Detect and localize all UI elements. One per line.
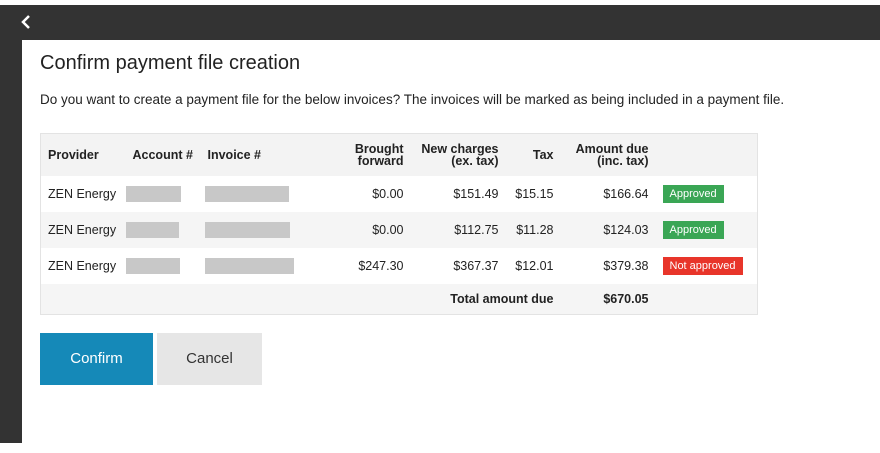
account-cell [125,248,201,284]
total-value: $670.05 [560,284,656,315]
brought-forward-cell: $0.00 [372,187,404,201]
status-cell: Approved [656,176,758,212]
total-row: Total amount due $670.05 [40,284,758,315]
provider-cell: ZEN Energy [48,187,117,201]
amount-due-cell: $379.38 [603,259,649,273]
column-header: Brought forward [300,133,411,176]
invoice-cell [201,248,301,284]
status-badge: Approved [662,221,724,239]
tax-cell: $15.15 [515,187,554,201]
brought-forward-cell: $0.00 [300,212,411,248]
total-label: Total amount due [450,284,561,315]
invoice-row: ZEN Energy $0.00 $151.49 $15.15 $166.64 Appro… [41,176,758,212]
column-header: Provider [40,133,126,176]
brought-forward-cell: $247.30 [358,259,404,273]
redacted-account [125,258,180,274]
column-header: Tax [505,133,561,176]
dialog-title: Confirm payment file creation [40,52,301,74]
account-cell [125,176,201,212]
tax-cell: $12.01 [515,259,554,273]
provider-cell: ZEN Energy [48,259,117,273]
redacted-account [125,222,179,238]
account-cell [125,212,201,248]
new-charges-cell: $367.37 [453,259,499,273]
invoice-row: ZEN Energy $247.30 $367.37 $12.01 $379.38 Not… [41,248,758,284]
column-header: New charges (ex. tax) [410,133,506,176]
new-charges-cell: $112.75 [410,212,506,248]
cancel-button[interactable]: Cancel [157,333,262,385]
redacted-invoice [204,258,294,274]
column-header: Amount due (inc. tax) [560,133,656,176]
tax-cell: $11.28 [505,212,561,248]
new-charges-cell: $151.49 [453,187,499,201]
amount-due-cell: $166.64 [603,187,649,201]
status-cell: Approved [655,212,758,248]
invoice-table: Provider Account # Invoice # Brought forwar… [40,133,758,315]
invoice-cell [201,176,301,212]
dialog-message: Do you want to create a payment file for… [40,92,785,107]
total-spacer [40,284,506,315]
amount-due-cell: $124.03 [560,212,656,248]
status-badge: Approved [662,185,724,203]
status-cell: Not approved [656,248,758,284]
column-header: Account # [125,133,201,176]
provider-cell: ZEN Energy [40,212,126,248]
redacted-account [125,186,181,202]
status-badge: Not approved [662,257,743,275]
redacted-invoice [204,186,289,202]
confirm-button[interactable]: Confirm [40,333,153,385]
invoice-cell [200,212,301,248]
top-bar [0,5,880,40]
invoice-row: ZEN Energy $0.00 $112.75 $11.28 $124.03 Appro… [40,212,758,248]
redacted-invoice [204,222,290,238]
total-empty [655,284,758,315]
side-bar [0,40,22,443]
back-button[interactable] [20,15,32,29]
column-header: Invoice # [200,133,301,176]
column-header-empty [655,133,758,176]
